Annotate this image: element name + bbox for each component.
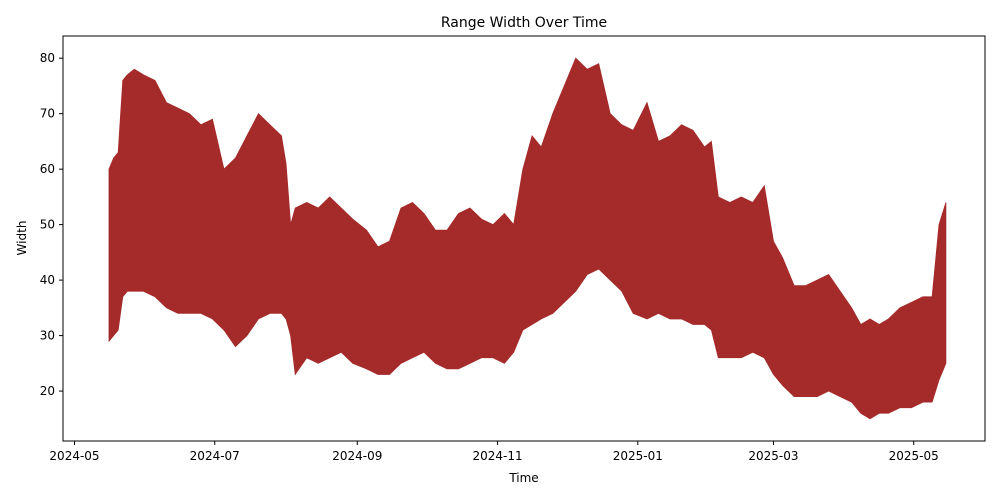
x-tick-label: 2024-07	[190, 449, 240, 463]
x-tick-label: 2025-01	[613, 449, 663, 463]
y-axis-label: Width	[15, 221, 29, 256]
y-tick-label: 60	[40, 162, 55, 176]
x-tick-label: 2024-11	[472, 449, 522, 463]
x-tick-label: 2025-03	[748, 449, 798, 463]
y-tick-label: 20	[40, 384, 55, 398]
y-tick-label: 30	[40, 329, 55, 343]
y-axis: 20 30 40 50 60 70 80	[40, 51, 63, 398]
y-tick-label: 40	[40, 273, 55, 287]
y-tick-label: 70	[40, 107, 55, 121]
x-tick-label: 2024-09	[332, 449, 382, 463]
range-width-area	[108, 57, 947, 420]
x-axis-label: Time	[508, 471, 538, 485]
y-tick-label: 80	[40, 51, 55, 65]
plot-frame	[62, 35, 986, 442]
x-tick-label: 2025-05	[889, 449, 939, 463]
x-tick-label: 2024-05	[49, 449, 99, 463]
chart-title: Range Width Over Time	[441, 15, 607, 31]
x-axis: 2024-05 2024-07 2024-09 2024-11 2025-01 2025-…	[49, 441, 939, 463]
y-tick-label: 50	[40, 218, 55, 232]
plot-area	[62, 35, 986, 442]
